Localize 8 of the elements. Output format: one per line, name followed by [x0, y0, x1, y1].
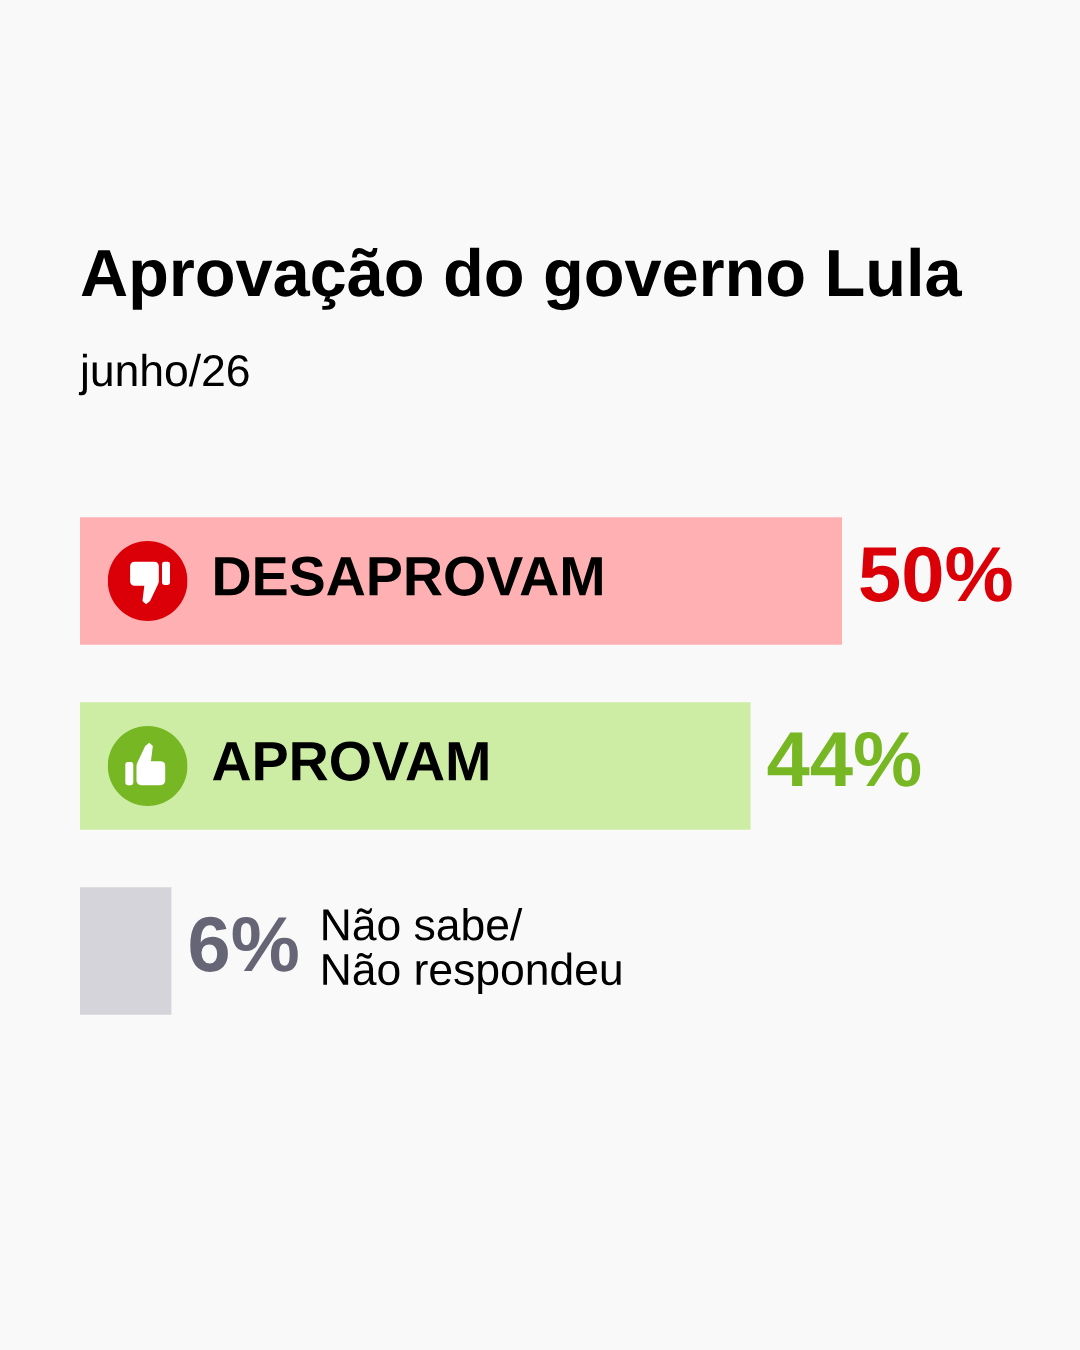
y-tick-label: DESAPROVAM [215, 556, 602, 596]
y-tick-label: Não sabe/ Não respondeu [323, 907, 621, 995]
chart-subtitle: junho/26 [78, 353, 249, 396]
data-label: 50% [860, 546, 1012, 602]
chart-title: Aprovação do governo Lula [81, 247, 963, 311]
data-label: 6% [190, 916, 298, 972]
y-tick-label: APROVAM [212, 741, 488, 781]
data-label: 44% [767, 732, 921, 787]
